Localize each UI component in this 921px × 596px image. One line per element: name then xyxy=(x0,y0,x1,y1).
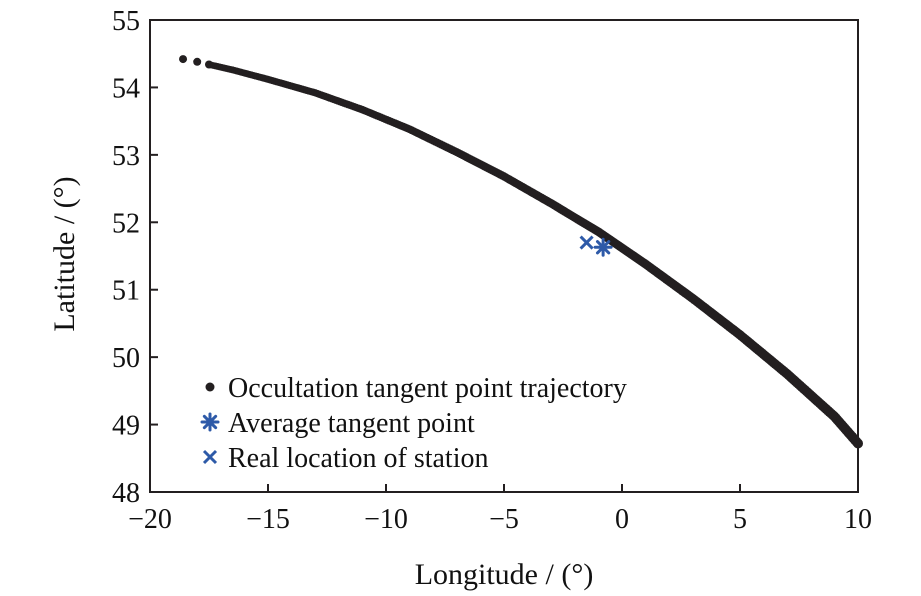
trajectory-point xyxy=(179,55,188,64)
legend-label-trajectory: Occultation tangent point trajectory xyxy=(228,373,627,404)
y-tick-label: 48 xyxy=(112,478,140,509)
legend-label-station: Real location of station xyxy=(228,443,489,474)
y-tick-label: 51 xyxy=(112,276,140,307)
y-tick-label: 53 xyxy=(112,141,140,172)
station-location-marker xyxy=(579,235,594,250)
trajectory-point xyxy=(853,438,863,449)
legend: Occultation tangent point trajectory Ave… xyxy=(200,373,627,474)
y-tick-label: 49 xyxy=(112,411,140,442)
marker-series xyxy=(579,235,613,257)
y-axis: 48 49 50 51 52 53 54 55 xyxy=(112,6,158,509)
y-tick-label: 54 xyxy=(112,73,140,104)
legend-item-average: Average tangent point xyxy=(200,408,475,439)
x-tick-label: 0 xyxy=(615,504,629,535)
x-tick-label: −15 xyxy=(246,504,290,535)
x-tick-label: −5 xyxy=(489,504,519,535)
legend-item-trajectory: Occultation tangent point trajectory xyxy=(205,373,627,404)
trajectory-series xyxy=(179,55,863,449)
y-tick-label: 52 xyxy=(112,208,140,239)
x-tick-label: 10 xyxy=(844,504,872,535)
y-tick-label: 55 xyxy=(112,6,140,37)
x-axis: −20 −15 −10 −5 0 5 10 xyxy=(128,484,872,535)
y-axis-title: Latitude / (°) xyxy=(48,176,81,331)
y-tick-label: 50 xyxy=(112,343,140,374)
legend-marker-x xyxy=(202,449,218,465)
legend-marker-dot xyxy=(205,382,215,392)
legend-marker-asterisk xyxy=(200,412,220,432)
x-tick-label: −10 xyxy=(364,504,408,535)
average-tangent-point-marker xyxy=(593,237,613,257)
trajectory-point xyxy=(193,57,202,66)
legend-item-station: Real location of station xyxy=(202,443,489,474)
x-axis-title: Longitude / (°) xyxy=(415,558,594,591)
x-tick-label: 5 xyxy=(733,504,747,535)
legend-label-average: Average tangent point xyxy=(228,408,475,439)
x-tick-label: −20 xyxy=(128,504,172,535)
